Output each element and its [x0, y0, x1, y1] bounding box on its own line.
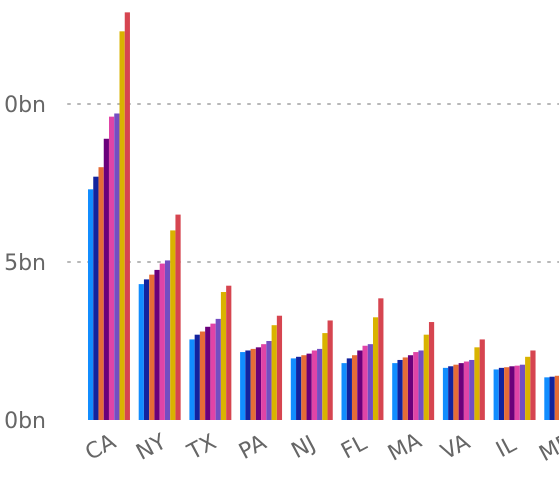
bar-tx-series-4[interactable]	[205, 326, 211, 420]
bar-pa-series-3[interactable]	[250, 348, 256, 420]
bar-il-series-5[interactable]	[514, 365, 520, 420]
category-label-md: MD	[535, 428, 559, 467]
bar-ca-series-2[interactable]	[93, 176, 99, 420]
bar-il-series-8[interactable]	[530, 350, 536, 420]
bar-va-series-2[interactable]	[448, 366, 454, 420]
bar-ny-series-3[interactable]	[149, 274, 155, 420]
bar-pa-series-4[interactable]	[255, 347, 262, 420]
bar-ca-series-5[interactable]	[109, 116, 115, 420]
bar-ny-series-4[interactable]	[154, 269, 160, 420]
bar-pa-series-7[interactable]	[271, 325, 277, 420]
category-label-ma: MA	[384, 429, 426, 467]
bar-ny-series-5[interactable]	[159, 263, 165, 420]
bar-nj-series-7[interactable]	[322, 333, 328, 420]
bar-ma-series-5[interactable]	[413, 352, 419, 420]
category-label-va: VA	[437, 430, 474, 466]
category-label-ca: CA	[81, 429, 120, 465]
bar-ma-series-8[interactable]	[428, 322, 435, 420]
bar-ca-series-8[interactable]	[124, 12, 130, 421]
bar-ca-series-7[interactable]	[119, 31, 125, 420]
bar-fl-series-3[interactable]	[352, 355, 358, 420]
bar-fl-series-2[interactable]	[346, 358, 352, 420]
bar-nj-series-2[interactable]	[296, 356, 302, 420]
bar-ma-series-7[interactable]	[423, 334, 429, 420]
bar-va-series-6[interactable]	[469, 359, 475, 420]
bar-ma-series-2[interactable]	[397, 359, 403, 420]
bar-ca-series-3[interactable]	[98, 167, 104, 420]
category-label-pa: PA	[235, 430, 271, 465]
bar-pa-series-8[interactable]	[276, 315, 283, 420]
bar-va-series-8[interactable]	[479, 339, 485, 420]
category-label-il: IL	[492, 432, 521, 463]
bar-pa-series-6[interactable]	[266, 341, 272, 420]
y-axis-tick-labels: 0bn 5bn 0bn	[4, 93, 46, 434]
bar-nj-series-4[interactable]	[306, 353, 312, 420]
bars	[88, 12, 559, 421]
x-axis-category-labels: CA NY TX PA NJ FL MA VA IL MD	[81, 428, 559, 467]
bar-tx-series-6[interactable]	[215, 318, 221, 420]
bar-nj-series-5[interactable]	[311, 350, 317, 420]
y-tick-label: 0bn	[4, 409, 46, 434]
bar-va-series-4[interactable]	[458, 363, 464, 420]
bar-tx-series-2[interactable]	[194, 334, 200, 420]
bar-ca-series-4[interactable]	[103, 138, 109, 420]
bar-ma-series-6[interactable]	[418, 350, 424, 420]
bar-fl-series-4[interactable]	[357, 350, 363, 420]
bar-tx-series-3[interactable]	[199, 331, 206, 420]
bar-fl-series-8[interactable]	[378, 298, 384, 420]
category-label-fl: FL	[337, 430, 371, 464]
y-tick-label: 0bn	[4, 93, 46, 118]
bar-il-series-4[interactable]	[509, 366, 515, 420]
y-tick-label: 5bn	[4, 251, 46, 276]
bar-ny-series-7[interactable]	[170, 230, 176, 420]
bar-pa-series-2[interactable]	[245, 350, 251, 420]
bar-ma-series-3[interactable]	[402, 357, 408, 420]
bar-nj-series-3[interactable]	[301, 355, 307, 420]
bar-md-series-2[interactable]	[549, 376, 555, 420]
bar-il-series-1[interactable]	[493, 369, 499, 420]
category-label-nj: NJ	[288, 431, 320, 464]
gridlines	[67, 103, 559, 263]
bar-fl-series-1[interactable]	[341, 363, 347, 420]
bar-va-series-5[interactable]	[463, 361, 470, 420]
bar-md-series-3[interactable]	[554, 375, 559, 420]
bar-ny-series-2[interactable]	[143, 279, 150, 420]
bar-ca-series-6[interactable]	[114, 113, 120, 420]
bar-nj-series-8[interactable]	[327, 320, 333, 420]
bar-il-series-7[interactable]	[525, 356, 531, 420]
bar-nj-series-1[interactable]	[290, 358, 296, 420]
bar-pa-series-1[interactable]	[240, 352, 246, 420]
bar-il-series-6[interactable]	[519, 364, 526, 420]
bar-va-series-1[interactable]	[442, 367, 449, 420]
bar-va-series-3[interactable]	[453, 364, 459, 420]
bar-il-series-2[interactable]	[498, 367, 505, 420]
bar-il-series-3[interactable]	[504, 367, 510, 420]
category-label-ny: NY	[132, 429, 171, 465]
bar-pa-series-5[interactable]	[261, 344, 267, 420]
bar-ca-series-1[interactable]	[88, 189, 94, 420]
bar-ny-series-6[interactable]	[164, 260, 171, 420]
bar-tx-series-1[interactable]	[189, 339, 195, 420]
bar-md-series-1[interactable]	[544, 377, 550, 420]
bar-fl-series-6[interactable]	[367, 344, 373, 420]
bar-ny-series-1[interactable]	[138, 284, 144, 420]
bar-fl-series-7[interactable]	[373, 317, 379, 420]
category-label-tx: TX	[183, 430, 221, 466]
bar-tx-series-8[interactable]	[226, 285, 232, 420]
bar-tx-series-7[interactable]	[220, 292, 227, 420]
bar-nj-series-6[interactable]	[317, 348, 323, 420]
bar-ma-series-4[interactable]	[407, 355, 414, 420]
bar-tx-series-5[interactable]	[210, 323, 216, 420]
bar-va-series-7[interactable]	[474, 347, 480, 420]
bar-ma-series-1[interactable]	[392, 363, 398, 420]
bar-ny-series-8[interactable]	[175, 214, 181, 420]
bar-fl-series-5[interactable]	[362, 345, 368, 420]
